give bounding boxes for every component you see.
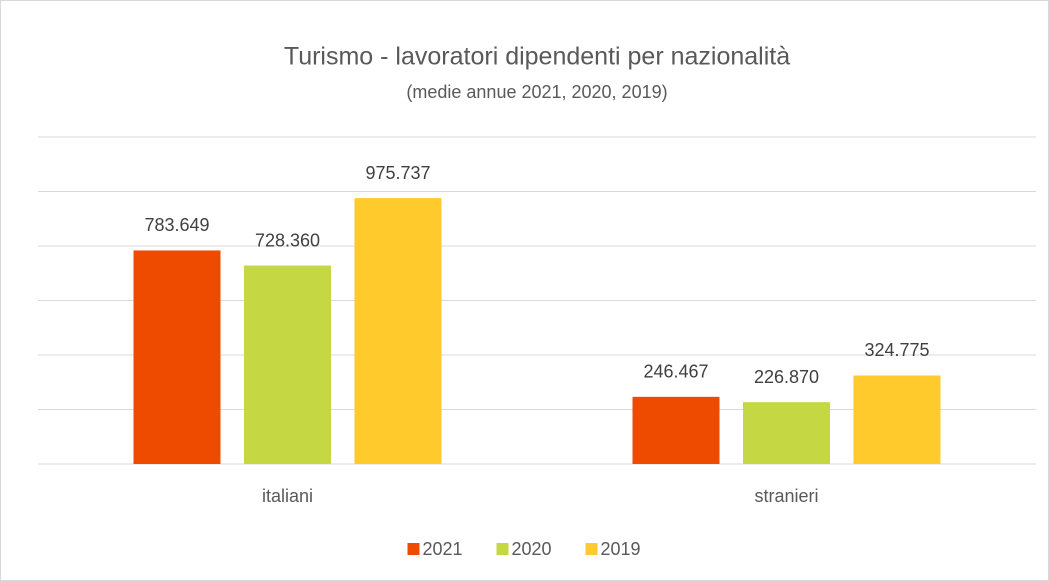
value-label: 783.649 xyxy=(144,215,209,235)
chart-subtitle: (medie annue 2021, 2020, 2019) xyxy=(406,82,667,102)
bar xyxy=(133,250,221,464)
value-label: 246.467 xyxy=(643,362,708,382)
legend-swatch xyxy=(496,543,509,555)
legend-label: 2021 xyxy=(423,539,463,559)
bar xyxy=(354,198,442,464)
legend-swatch xyxy=(585,543,598,555)
legend-label: 2020 xyxy=(512,539,552,559)
value-label: 226.870 xyxy=(754,367,819,387)
value-label: 324.775 xyxy=(864,340,929,360)
bar xyxy=(743,402,830,464)
legend-swatch xyxy=(407,543,420,555)
chart-title: Turismo - lavoratori dipendenti per nazi… xyxy=(284,43,790,71)
bar xyxy=(244,265,331,464)
bar xyxy=(853,375,941,464)
x-tick-label: stranieri xyxy=(754,486,818,506)
x-tick-label: italiani xyxy=(262,486,313,506)
value-label: 975.737 xyxy=(365,163,430,183)
legend-label: 2019 xyxy=(601,539,641,559)
bar xyxy=(632,396,720,464)
value-label: 728.360 xyxy=(255,230,320,250)
